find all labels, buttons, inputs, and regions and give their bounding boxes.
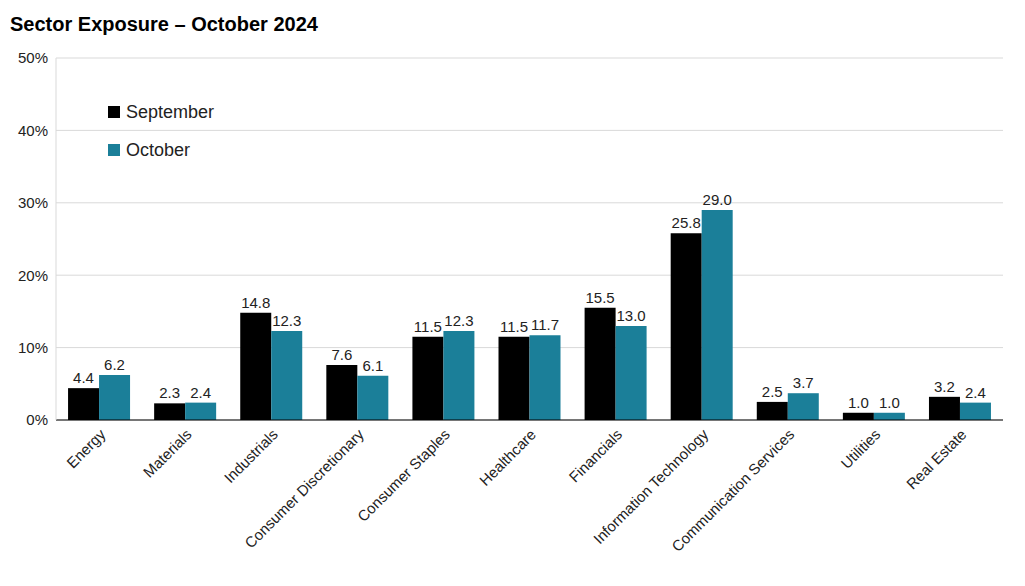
svg-text:6.2: 6.2: [104, 356, 125, 373]
svg-text:Real Estate: Real Estate: [903, 426, 970, 493]
svg-text:Consumer Discretionary: Consumer Discretionary: [241, 425, 367, 551]
svg-text:30%: 30%: [18, 194, 48, 211]
svg-text:Materials: Materials: [140, 426, 195, 481]
html-text:Sector Exposure – October 2024: Sector Exposure – October 2024: [10, 13, 318, 35]
svg-text:6.1: 6.1: [362, 357, 383, 374]
svg-text:Industrials: Industrials: [221, 426, 281, 486]
svg-text:Energy: Energy: [63, 425, 109, 471]
svg-text:40%: 40%: [18, 122, 48, 139]
svg-text:Healthcare: Healthcare: [476, 426, 539, 489]
svg-text:11.5: 11.5: [500, 318, 528, 335]
svg-text:2.3: 2.3: [159, 384, 180, 401]
svg-text:Consumer Staples: Consumer Staples: [354, 426, 453, 525]
svg-text:7.6: 7.6: [331, 346, 352, 363]
svg-text:Utilities: Utilities: [837, 426, 883, 472]
svg-text:13.0: 13.0: [616, 307, 645, 324]
svg-text:2.4: 2.4: [965, 384, 986, 401]
svg-text:15.5: 15.5: [585, 289, 614, 306]
svg-text:4.4: 4.4: [73, 369, 94, 386]
svg-text:10%: 10%: [18, 339, 48, 356]
html-text:September: September: [126, 101, 215, 122]
svg-text:Information Technology: Information Technology: [589, 425, 712, 548]
svg-text:3.2: 3.2: [934, 378, 955, 395]
svg-text:11.7: 11.7: [531, 316, 559, 333]
svg-text:29.0: 29.0: [703, 191, 732, 208]
svg-text:0%: 0%: [26, 411, 48, 428]
svg-text:25.8: 25.8: [672, 214, 701, 231]
svg-text:50%: 50%: [18, 49, 48, 66]
svg-text:20%: 20%: [18, 267, 48, 284]
svg-text:12.3: 12.3: [272, 312, 301, 329]
svg-text:2.5: 2.5: [762, 383, 783, 400]
html-text:October: October: [126, 139, 190, 160]
svg-text:12.3: 12.3: [444, 312, 473, 329]
svg-text:Communication Services: Communication Services: [668, 426, 797, 555]
svg-text:2.4: 2.4: [190, 384, 211, 401]
svg-text:14.8: 14.8: [241, 294, 270, 311]
svg-text:1.0: 1.0: [848, 394, 869, 411]
svg-text:1.0: 1.0: [879, 394, 900, 411]
svg-text:Financials: Financials: [565, 426, 625, 486]
svg-text:11.5: 11.5: [414, 318, 442, 335]
svg-text:3.7: 3.7: [793, 374, 814, 391]
